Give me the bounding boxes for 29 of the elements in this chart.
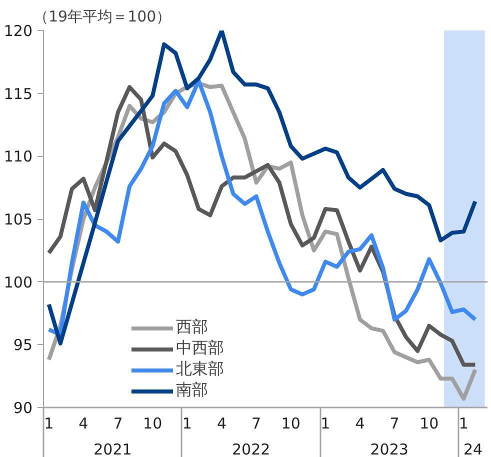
x-tick-label: 10 xyxy=(420,414,439,432)
x-tick-label: 4 xyxy=(355,414,365,432)
x-tick-label: 10 xyxy=(281,414,300,432)
chart-title: （19年平均＝100） xyxy=(34,8,172,26)
y-tick-label: 90 xyxy=(13,399,33,417)
text: 2022 xyxy=(232,440,270,457)
x-tick-label: 1 xyxy=(320,414,330,432)
y-tick-label: 95 xyxy=(13,336,33,354)
x-tick-label: 1 xyxy=(458,414,468,432)
x-tick-label: 4 xyxy=(78,414,88,432)
text: 24 xyxy=(463,440,483,457)
x-tick-label: 4 xyxy=(216,414,226,432)
text: 2021 xyxy=(94,440,132,457)
legend-label: 西部 xyxy=(176,317,208,338)
x-tick-label: 7 xyxy=(390,414,400,432)
y-tick-label: 105 xyxy=(4,210,33,228)
y-tick-label: 110 xyxy=(4,148,33,166)
x-tick-label: 1 xyxy=(44,414,54,432)
x-tick-label: 10 xyxy=(143,414,162,432)
y-tick-label: 100 xyxy=(4,273,33,292)
x-tick-label: 1 xyxy=(182,414,192,432)
x-tick-label: 7 xyxy=(113,414,123,432)
legend-label: 中西部 xyxy=(176,338,224,359)
legend-label: 北東部 xyxy=(176,359,224,380)
text: 2023 xyxy=(370,440,408,457)
y-tick-label: 120 xyxy=(4,22,33,40)
y-tick-label: 115 xyxy=(4,84,33,103)
x-tick-label: 7 xyxy=(252,414,262,432)
legend-label: 南部 xyxy=(176,380,208,401)
